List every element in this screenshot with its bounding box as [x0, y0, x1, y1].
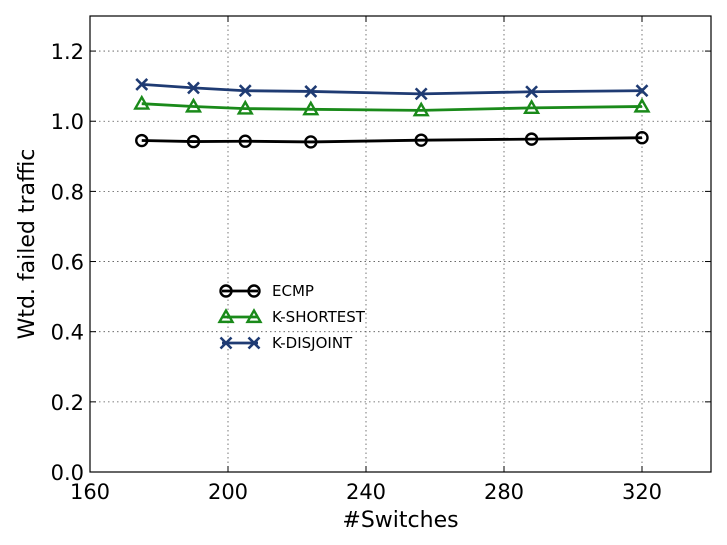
plot-frame	[89, 15, 712, 473]
y-tick-label: 0.0	[51, 461, 84, 485]
x-tick-label: 240	[346, 480, 386, 504]
series-ecmp	[135, 131, 649, 149]
data-point-triangle	[217, 308, 235, 324]
data-point-x	[247, 336, 261, 350]
data-point-x	[635, 84, 649, 98]
y-tick-label: 1.2	[51, 40, 84, 64]
x-tick-label: 160	[70, 480, 110, 504]
data-point-circle	[219, 284, 233, 298]
x-tick-label: 200	[208, 480, 248, 504]
legend-label: K-DISJOINT	[272, 334, 353, 352]
data-point-circle	[304, 135, 318, 149]
data-point-triangle	[133, 94, 151, 110]
data-point-circle	[238, 134, 252, 148]
data-point-x	[414, 87, 428, 101]
legend-label: ECMP	[272, 282, 314, 300]
data-point-triangle	[245, 308, 263, 324]
data-point-circle	[247, 284, 261, 298]
legend: ECMP K-SHORTEST K-DISJOINT	[217, 282, 366, 352]
data-point-triangle	[412, 101, 430, 117]
data-series	[133, 77, 651, 149]
x-axis-label: #Switches	[342, 508, 458, 533]
data-point-x	[525, 85, 539, 99]
data-point-x	[135, 77, 149, 91]
axis-ticks: 160 200 240 280 320 0.0 0.2 0.4 0.6 0.8 1.0 1.2	[51, 16, 711, 504]
data-point-circle	[135, 133, 149, 148]
data-point-triangle	[523, 98, 541, 114]
data-point-circle	[186, 134, 201, 149]
data-point-x	[304, 84, 318, 98]
data-point-x	[219, 336, 233, 350]
series-k-disjoint	[135, 77, 649, 101]
data-point-x	[187, 81, 200, 95]
series-k-shortest	[133, 94, 651, 117]
data-point-triangle	[302, 100, 320, 116]
data-point-circle	[524, 132, 539, 146]
data-point-circle	[635, 131, 649, 145]
x-tick-label: 320	[622, 480, 662, 504]
data-point-triangle	[633, 97, 651, 113]
grid-lines	[89, 16, 711, 473]
data-point-circle	[414, 133, 428, 147]
legend-item: ECMP	[219, 282, 314, 300]
y-axis-label: Wtd. failed traffic	[15, 149, 40, 340]
series-line	[141, 136, 643, 144]
legend-item: K-SHORTEST	[217, 308, 366, 326]
legend-item: K-DISJOINT	[219, 334, 353, 352]
y-tick-label: 0.6	[51, 251, 84, 275]
series-line	[141, 83, 643, 96]
y-tick-label: 1.0	[51, 110, 84, 134]
data-point-x	[238, 84, 252, 98]
y-tick-label: 0.4	[51, 321, 84, 345]
data-point-triangle	[236, 99, 254, 115]
series-line	[141, 102, 643, 112]
legend-label: K-SHORTEST	[272, 308, 366, 326]
y-tick-label: 0.8	[51, 180, 84, 204]
data-point-triangle	[184, 97, 203, 113]
x-tick-label: 280	[484, 480, 524, 504]
y-tick-label: 0.2	[51, 391, 84, 415]
